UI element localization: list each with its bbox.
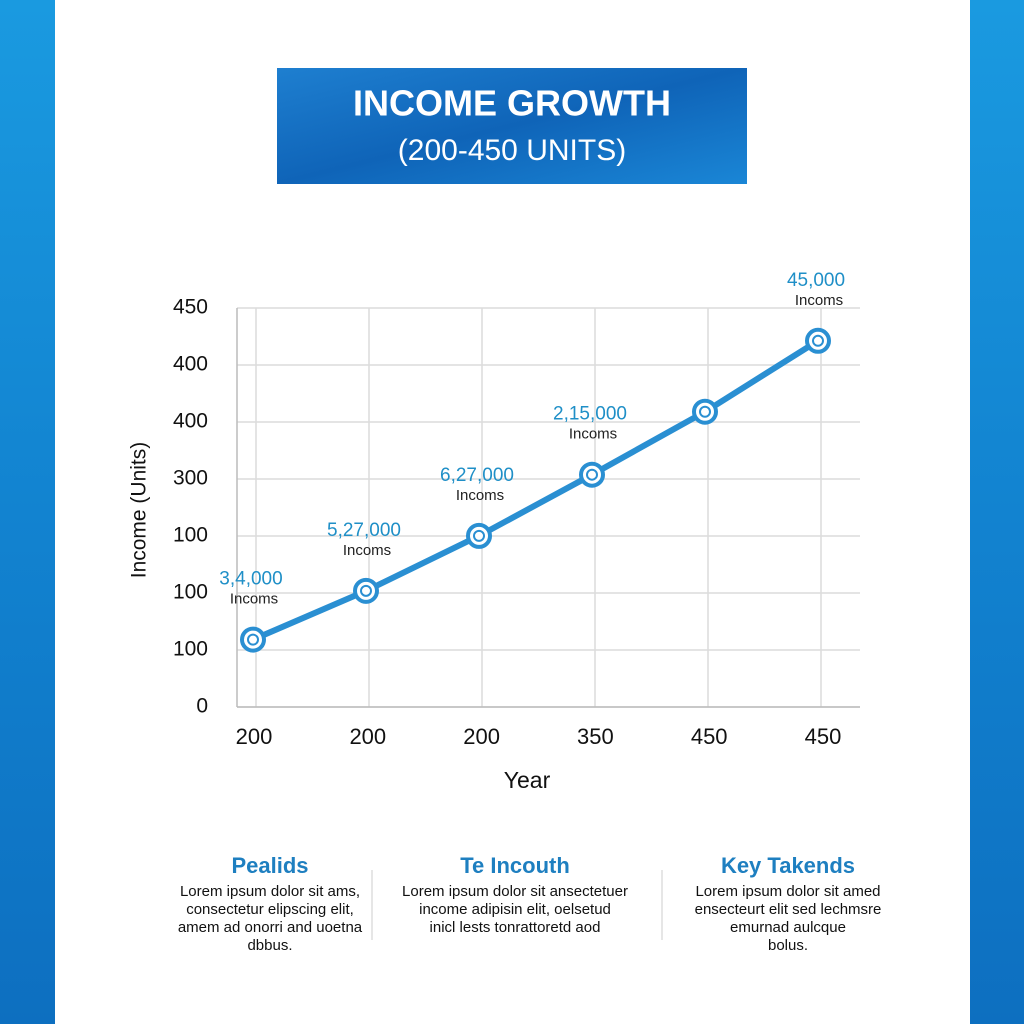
column-text: emurnad aulcque	[730, 919, 846, 936]
x-tick-label: 200	[236, 724, 273, 749]
line	[250, 337, 821, 643]
y-axis-label: Income (Units)	[128, 442, 151, 579]
marker-inner	[586, 468, 598, 481]
column-text: Lorem ipsum dolor sit ansectetuer	[402, 883, 628, 900]
marker-inner	[473, 529, 485, 542]
column-heading: Pealids	[231, 853, 308, 878]
marker	[466, 522, 492, 549]
column-text: bolus.	[768, 937, 808, 954]
point-label: 5,27,000	[327, 520, 401, 541]
marker	[579, 461, 605, 488]
point-caption: Incoms	[456, 487, 504, 504]
point-caption: Incoms	[230, 591, 278, 608]
chart-title: INCOME GROWTH	[353, 83, 671, 124]
y-tick-label: 100	[173, 581, 208, 604]
title-box	[277, 68, 747, 184]
y-tick-label: 100	[173, 638, 208, 661]
x-tick-label: 450	[691, 724, 728, 749]
point-label: 6,27,000	[440, 465, 514, 486]
y-tick-label: 400	[173, 410, 208, 433]
column-text: Lorem ipsum dolor sit amed	[695, 883, 880, 900]
marker	[692, 398, 718, 425]
point-label: 3,4,000	[219, 569, 282, 590]
column-text: ensecteurt elit sed lechmsre	[695, 901, 882, 918]
x-tick-label: 200	[463, 724, 500, 749]
marker	[805, 327, 831, 354]
marker	[353, 577, 379, 604]
column-text: amem ad onorri and uoetna	[178, 919, 363, 936]
marker-inner	[812, 334, 824, 347]
chart-subtitle: (200-450 UNITS)	[398, 134, 626, 167]
point-label: 2,15,000	[553, 404, 627, 425]
y-tick-label: 100	[173, 524, 208, 547]
column-text: dbbus.	[247, 937, 292, 954]
marker-inner	[699, 405, 711, 418]
column-heading: Te Incouth	[460, 853, 570, 878]
x-tick-label: 350	[577, 724, 614, 749]
y-tick-label: 400	[173, 353, 208, 376]
column-text: Lorem ipsum dolor sit ams,	[180, 883, 360, 900]
column-text: consectetur elipscing elit,	[186, 901, 354, 918]
marker	[240, 626, 266, 653]
x-tick-label: 200	[349, 724, 386, 749]
y-tick-label: 0	[196, 695, 208, 718]
y-tick-label: 450	[173, 296, 208, 319]
column-text: income adipisin elit, oelsetud	[419, 901, 611, 918]
x-tick-label: 450	[805, 724, 842, 749]
point-caption: Incoms	[795, 292, 843, 309]
column-text: inicl lests tonrattoretd aod	[430, 919, 601, 936]
point-caption: Incoms	[569, 426, 617, 443]
x-axis-label: Year	[504, 767, 551, 793]
point-label: 45,000	[787, 270, 845, 291]
marker-inner	[360, 584, 372, 597]
y-tick-label: 300	[173, 467, 208, 490]
point-caption: Incoms	[343, 542, 391, 559]
marker-inner	[247, 633, 259, 646]
column-heading: Key Takends	[721, 853, 855, 878]
